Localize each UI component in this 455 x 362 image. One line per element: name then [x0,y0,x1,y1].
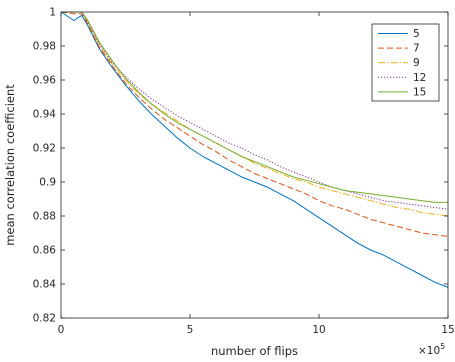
x-axis-exponent-power: 5 [440,342,445,351]
y-tick-label: 0.9 [39,177,56,189]
y-axis-label: mean correlation coefficient [3,84,17,246]
y-tick-label: 0.94 [33,109,57,121]
x-tick-label: 0 [58,324,65,336]
y-tick-label: 1 [49,7,56,19]
y-tick-label: 0.88 [33,211,56,223]
legend: 5 7 9 12 15 [371,23,440,102]
x-axis-label: number of flips [211,344,298,358]
x-tick-label: 5 [187,324,194,336]
legend-label-5: 5 [413,28,420,40]
legend-label-9: 9 [413,57,420,69]
plot-frame [60,11,449,319]
series-line-9 [61,11,449,217]
y-tick-label: 0.98 [33,41,56,53]
series-line-12 [61,11,449,210]
legend-label-15: 15 [413,86,426,98]
series-line-15 [61,11,448,203]
x-axis-exponent-base: ×10 [418,345,440,357]
y-tick-label: 0.92 [33,143,56,155]
y-tick-label: 0.96 [33,75,57,87]
y-tick-label: 0.84 [33,279,57,291]
axes-layer: 0 5 10 150.820.840.860.880.90.920.940.960.9… [33,7,455,337]
legend-label-7: 7 [413,43,420,55]
series-line-5 [60,11,449,288]
series-line-7 [60,11,449,237]
y-tick-label: 0.86 [33,245,57,257]
y-tick-label: 0.82 [33,313,56,325]
x-tick-label: 10 [312,324,325,336]
series-layer [60,11,449,288]
legend-label-12: 12 [413,72,426,84]
x-axis-exponent: ×105 [418,342,445,357]
x-tick-label: 15 [441,324,454,336]
